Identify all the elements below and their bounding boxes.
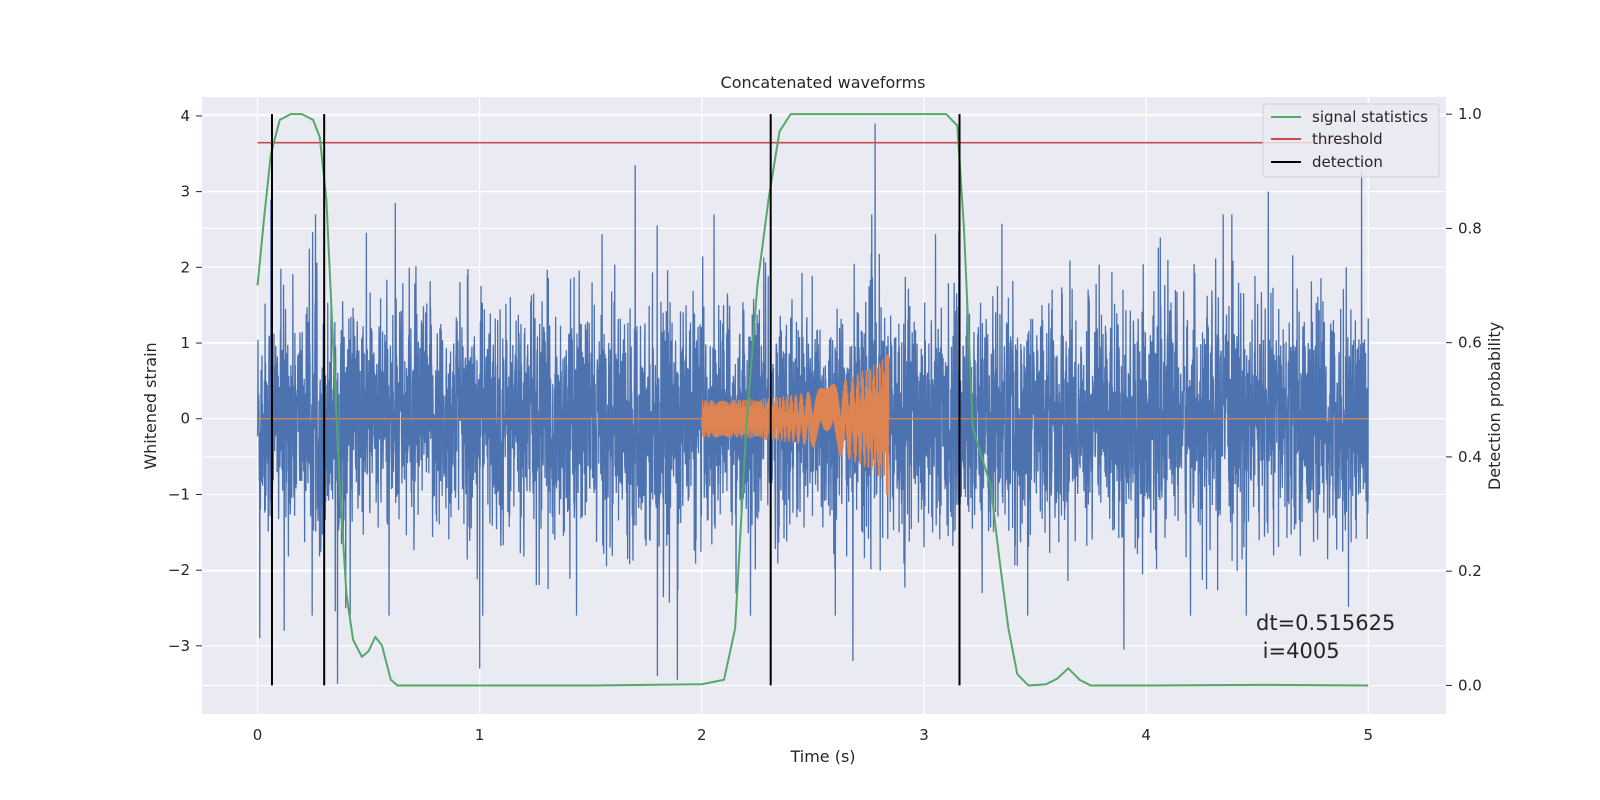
- legend-label-signal-statistics: signal statistics: [1312, 108, 1428, 126]
- x-tick-label: 4: [1141, 726, 1151, 744]
- x-axis-ticks: 0 1 2 3 4 5: [253, 726, 1373, 744]
- waveform-line: [257, 354, 1369, 495]
- y-tick-label: 0: [180, 410, 190, 428]
- right-y-tick-label: 0.4: [1458, 448, 1482, 466]
- legend-label-detection: detection: [1312, 153, 1383, 171]
- annotation-index: i=4005: [1256, 639, 1340, 663]
- right-y-tick-label: 0.8: [1458, 219, 1482, 237]
- y-tick-label: 3: [180, 183, 190, 201]
- chart-title: Concatenated waveforms: [721, 73, 926, 92]
- right-y-tick-label: 0.2: [1458, 562, 1482, 580]
- x-tick-label: 5: [1363, 726, 1373, 744]
- right-y-tick-label: 0.6: [1458, 334, 1482, 352]
- signal-statistics-series: [256, 113, 1369, 687]
- y-tick-label: −1: [168, 485, 190, 503]
- x-tick-label: 2: [697, 726, 707, 744]
- y-tick-label: 4: [180, 107, 190, 125]
- right-y-tick-label: 0.0: [1458, 676, 1482, 694]
- signal-statistics-line: [256, 113, 1369, 687]
- x-tick-label: 1: [475, 726, 485, 744]
- legend-label-threshold: threshold: [1312, 130, 1383, 148]
- legend: signal statistics threshold detection: [1262, 103, 1440, 178]
- y-tick-label: −2: [168, 561, 190, 579]
- x-tick-label: 0: [253, 726, 263, 744]
- y-tick-label: 2: [180, 258, 190, 276]
- x-axis-label: Time (s): [789, 747, 855, 766]
- y-axis-label: Whitened strain: [141, 342, 160, 469]
- y-axis-ticks: −3 −2 −1 0 1 2 3 4: [168, 107, 202, 655]
- detection-series: [270, 114, 961, 686]
- right-y-tick-label: 1.0: [1458, 105, 1482, 123]
- x-tick-label: 3: [919, 726, 929, 744]
- y-tick-label: −3: [168, 637, 190, 655]
- y-tick-label: 1: [180, 334, 190, 352]
- injected-waveform-series: [257, 354, 1369, 495]
- annotation-dt: dt=0.515625: [1256, 611, 1395, 635]
- legend-box: [1262, 103, 1440, 178]
- right-y-axis-label: Detection probability: [1485, 322, 1504, 490]
- right-y-axis-ticks: 0.0 0.2 0.4 0.6 0.8 1.0: [1446, 105, 1482, 694]
